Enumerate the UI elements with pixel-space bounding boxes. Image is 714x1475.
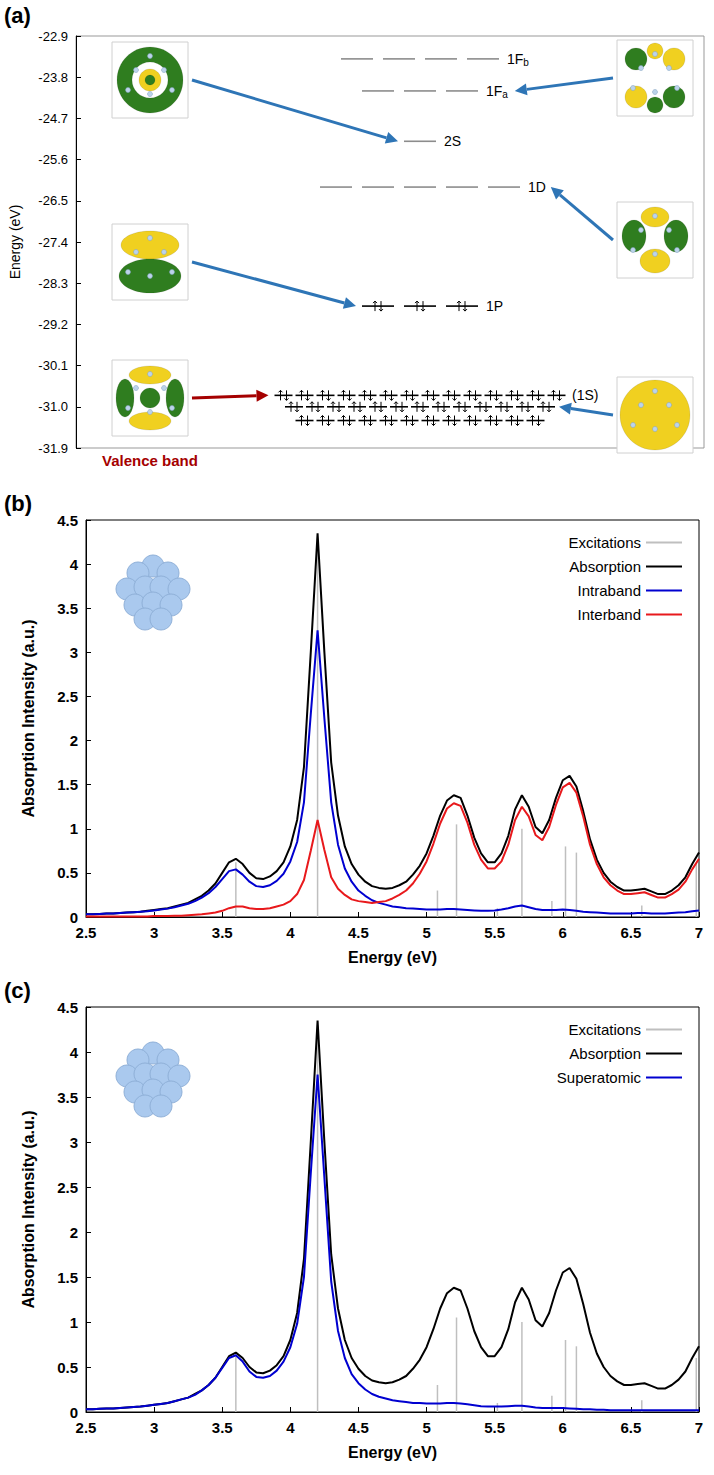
svg-text:0.5: 0.5: [57, 1359, 78, 1376]
svg-text:2: 2: [70, 1224, 78, 1241]
svg-text:-30.1: -30.1: [38, 358, 68, 373]
svg-text:7: 7: [695, 924, 703, 941]
svg-text:Absorption: Absorption: [569, 1045, 641, 1062]
svg-text:-27.4: -27.4: [38, 235, 68, 250]
svg-text:2S: 2S: [444, 133, 461, 149]
svg-text:Valence band: Valence band: [102, 452, 198, 469]
svg-text:(c): (c): [4, 978, 31, 1003]
svg-text:1F: 1F: [507, 51, 523, 67]
svg-text:a: a: [502, 89, 508, 100]
svg-text:3.5: 3.5: [57, 1089, 78, 1106]
svg-text:1.5: 1.5: [57, 776, 78, 793]
svg-text:6.5: 6.5: [620, 1419, 641, 1436]
svg-text:-22.9: -22.9: [38, 29, 68, 44]
svg-text:-25.6: -25.6: [38, 152, 68, 167]
svg-text:6.5: 6.5: [620, 924, 641, 941]
svg-text:6: 6: [559, 924, 567, 941]
svg-text:3: 3: [150, 924, 158, 941]
svg-text:Energy (eV): Energy (eV): [7, 205, 23, 280]
svg-text:-31.9: -31.9: [38, 441, 68, 456]
svg-text:1: 1: [70, 820, 78, 837]
svg-text:Excitations: Excitations: [568, 534, 641, 551]
svg-text:3.5: 3.5: [212, 1419, 233, 1436]
svg-text:5.5: 5.5: [484, 1419, 505, 1436]
svg-text:-26.5: -26.5: [38, 193, 68, 208]
svg-text:3: 3: [70, 644, 78, 661]
svg-text:Absorption Intensity (a.u.): Absorption Intensity (a.u.): [20, 619, 37, 817]
svg-text:1.5: 1.5: [57, 1269, 78, 1286]
svg-text:0: 0: [70, 909, 78, 926]
svg-text:-23.8: -23.8: [38, 70, 68, 85]
svg-text:-29.2: -29.2: [38, 317, 68, 332]
svg-text:4.5: 4.5: [57, 512, 78, 529]
svg-text:2.5: 2.5: [76, 924, 97, 941]
svg-text:Superatomic: Superatomic: [557, 1069, 642, 1086]
svg-text:Absorption: Absorption: [569, 558, 641, 575]
svg-text:Energy (eV): Energy (eV): [348, 949, 437, 966]
svg-text:2: 2: [70, 732, 78, 749]
svg-text:0: 0: [70, 1404, 78, 1421]
svg-text:0.5: 0.5: [57, 864, 78, 881]
svg-text:Excitations: Excitations: [568, 1021, 641, 1038]
svg-text:b: b: [523, 57, 529, 68]
svg-text:Interband: Interband: [578, 606, 641, 623]
svg-text:1P: 1P: [486, 298, 503, 314]
svg-text:-31.0: -31.0: [38, 399, 68, 414]
svg-text:5.5: 5.5: [484, 924, 505, 941]
svg-text:1D: 1D: [528, 179, 546, 195]
svg-text:3: 3: [70, 1134, 78, 1151]
svg-text:3: 3: [150, 1419, 158, 1436]
svg-text:6: 6: [559, 1419, 567, 1436]
svg-text:1F: 1F: [486, 83, 502, 99]
svg-text:2.5: 2.5: [76, 1419, 97, 1436]
svg-text:-28.3: -28.3: [38, 276, 68, 291]
svg-text:4.5: 4.5: [57, 999, 78, 1016]
svg-text:Intraband: Intraband: [578, 582, 641, 599]
svg-text:4.5: 4.5: [348, 1419, 369, 1436]
svg-text:3.5: 3.5: [212, 924, 233, 941]
svg-text:4: 4: [70, 556, 79, 573]
svg-text:(1S): (1S): [572, 387, 598, 403]
svg-text:4.5: 4.5: [348, 924, 369, 941]
svg-text:7: 7: [695, 1419, 703, 1436]
svg-text:4: 4: [70, 1044, 79, 1061]
svg-text:5: 5: [422, 1419, 430, 1436]
svg-text:(b): (b): [4, 491, 32, 516]
svg-text:3.5: 3.5: [57, 600, 78, 617]
svg-text:Absorption Intensity (a.u.): Absorption Intensity (a.u.): [20, 1110, 37, 1308]
svg-text:2.5: 2.5: [57, 688, 78, 705]
svg-text:(a): (a): [4, 3, 31, 28]
svg-text:5: 5: [422, 924, 430, 941]
svg-text:4: 4: [286, 1419, 295, 1436]
svg-text:Energy (eV): Energy (eV): [348, 1444, 437, 1461]
svg-text:1: 1: [70, 1314, 78, 1331]
svg-text:4: 4: [286, 924, 295, 941]
svg-text:2.5: 2.5: [57, 1179, 78, 1196]
svg-text:-24.7: -24.7: [38, 111, 68, 126]
